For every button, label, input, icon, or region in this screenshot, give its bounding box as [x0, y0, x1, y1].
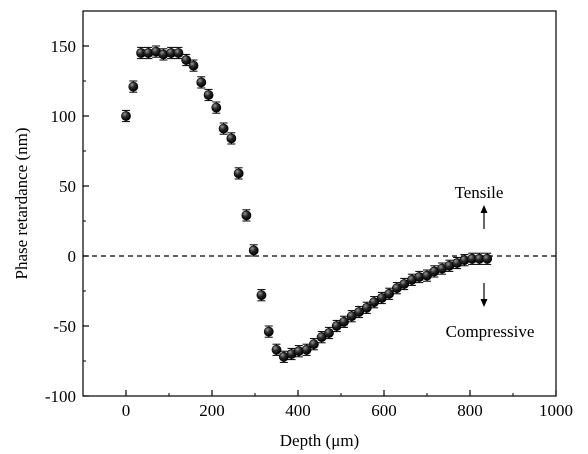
- data-point: [422, 269, 432, 282]
- data-point: [218, 122, 229, 135]
- y-tick-label: 0: [68, 247, 77, 266]
- data-point: [429, 265, 440, 278]
- point-marker: [121, 111, 131, 121]
- data-point: [226, 132, 237, 145]
- data-point: [188, 59, 199, 72]
- data-point: [278, 350, 289, 363]
- data-point: [121, 109, 131, 123]
- x-axis-title: Depth (μm): [280, 431, 359, 450]
- data-point: [339, 315, 349, 328]
- point-marker: [196, 77, 207, 88]
- point-marker: [233, 168, 244, 179]
- data-point: [233, 167, 244, 180]
- data-point: [151, 45, 161, 58]
- point-marker: [482, 253, 493, 264]
- data-point: [376, 291, 387, 305]
- y-axis-title: Phase retardance (nm): [12, 128, 31, 280]
- data-point: [263, 325, 274, 338]
- point-marker: [226, 133, 237, 144]
- data-point: [271, 343, 282, 356]
- point-marker: [188, 60, 199, 71]
- data-point: [316, 331, 327, 344]
- data-point: [369, 296, 380, 309]
- data-point: [399, 277, 410, 291]
- point-marker: [218, 123, 229, 134]
- data-point: [241, 209, 252, 222]
- point-marker: [271, 344, 282, 355]
- point-marker: [331, 321, 342, 331]
- y-tick-label: 100: [51, 107, 77, 126]
- point-marker: [316, 332, 327, 343]
- point-marker: [241, 210, 252, 221]
- x-tick-label: 600: [371, 401, 397, 420]
- point-marker: [339, 316, 349, 327]
- data-point: [143, 46, 154, 60]
- compressive-arrow-icon: [480, 283, 488, 307]
- x-tick-label: 200: [199, 401, 225, 420]
- point-marker: [422, 270, 432, 281]
- point-marker: [324, 328, 334, 338]
- data-point: [331, 319, 342, 333]
- y-tick-label: -50: [53, 317, 76, 336]
- point-marker: [399, 279, 410, 289]
- data-point: [181, 53, 192, 67]
- point-marker: [203, 90, 214, 100]
- y-tick-label: 150: [51, 37, 77, 56]
- plot-frame: [82, 10, 557, 397]
- data-point: [128, 80, 139, 93]
- point-marker: [173, 48, 184, 58]
- point-marker: [346, 311, 357, 322]
- compressive-label: Compressive: [446, 322, 535, 341]
- x-tick-label: 800: [457, 401, 483, 420]
- point-marker: [354, 307, 364, 317]
- x-tick-label: 1000: [539, 401, 573, 420]
- data-point: [203, 88, 214, 102]
- data-point: [346, 310, 357, 323]
- point-marker: [211, 102, 222, 113]
- x-tick-label: 400: [285, 401, 311, 420]
- data-point: [158, 48, 169, 61]
- x-axis: 0 200 400 600 800 1000: [82, 390, 573, 420]
- tensile-arrow-icon: [480, 205, 488, 229]
- data-point: [414, 270, 425, 284]
- data-point: [309, 338, 319, 351]
- data-point: [452, 256, 462, 270]
- data-point: [286, 347, 297, 361]
- y-axis: -100 -50 0 50 100 150: [45, 10, 89, 406]
- data-point: [474, 252, 485, 265]
- point-marker: [248, 245, 259, 256]
- y-tick-label: 50: [59, 177, 76, 196]
- data-point: [459, 254, 470, 267]
- point-marker: [309, 339, 319, 350]
- data-point: [391, 282, 402, 295]
- data-point: [196, 76, 207, 89]
- data-point: [166, 46, 177, 60]
- tensile-label: Tensile: [455, 183, 504, 202]
- data-point: [467, 252, 478, 265]
- data-point: [324, 326, 334, 340]
- y-tick-label: -100: [45, 387, 76, 406]
- data-point: [211, 101, 222, 114]
- data-point: [256, 289, 267, 302]
- point-marker: [256, 290, 267, 301]
- data-point: [136, 46, 146, 60]
- data-series: [121, 45, 493, 363]
- data-point: [173, 46, 184, 60]
- point-marker: [263, 326, 274, 337]
- point-marker: [369, 297, 380, 308]
- data-point: [354, 305, 364, 319]
- point-marker: [128, 81, 139, 92]
- point-marker: [391, 283, 402, 294]
- point-marker: [384, 288, 395, 299]
- data-point: [248, 244, 259, 257]
- point-marker: [376, 293, 387, 303]
- x-tick-label: 0: [122, 401, 131, 420]
- data-point: [482, 252, 493, 265]
